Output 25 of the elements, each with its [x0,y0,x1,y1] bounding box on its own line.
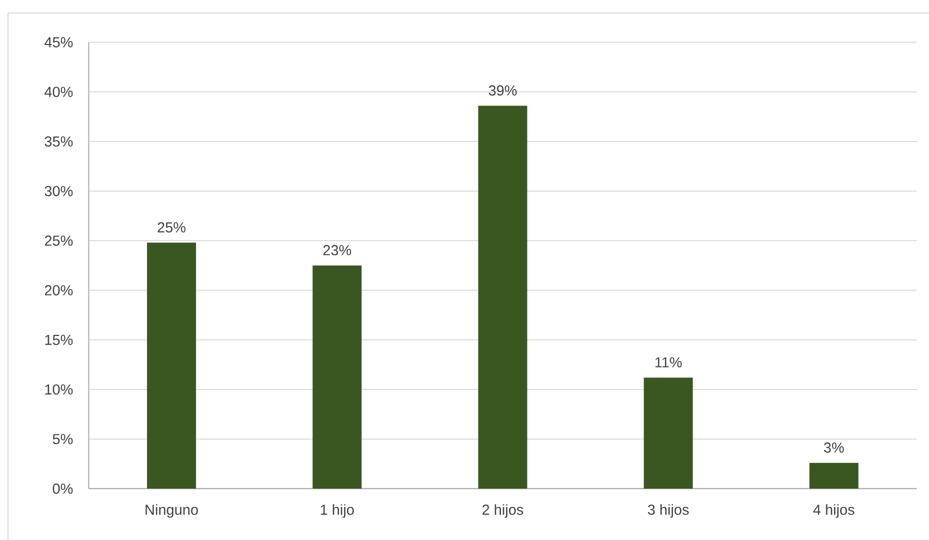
y-tick-label: 20% [44,285,73,296]
y-tick-label: 15% [45,334,73,345]
y-tick-label: 35% [44,136,73,147]
y-tick-label: 30% [44,186,73,196]
y-tick-label: 0% [52,484,73,494]
x-tick-label: 1 hijo [320,504,354,518]
y-tick-label: 10% [45,384,73,395]
data-label: 25% [158,222,186,232]
x-tick-label: Ninguno [146,504,198,518]
data-label: 3% [824,442,844,453]
data-label: 23% [323,245,352,256]
x-tick-label: 2 hijos [482,504,524,518]
y-tick-label: 25% [44,236,73,246]
y-tick-label: 40% [44,86,73,98]
y-tick-label: 5% [52,434,73,444]
y-tick-label: 45% [44,37,73,48]
data-label: 11% [655,357,682,368]
bar [644,378,693,489]
x-tick-label: 3 hijos [648,504,689,518]
bar [478,106,528,489]
bar [809,462,858,489]
x-tick-label: 4 hijos [813,504,854,518]
data-label: 39% [488,85,517,96]
bar [147,242,196,489]
bar [312,265,362,489]
